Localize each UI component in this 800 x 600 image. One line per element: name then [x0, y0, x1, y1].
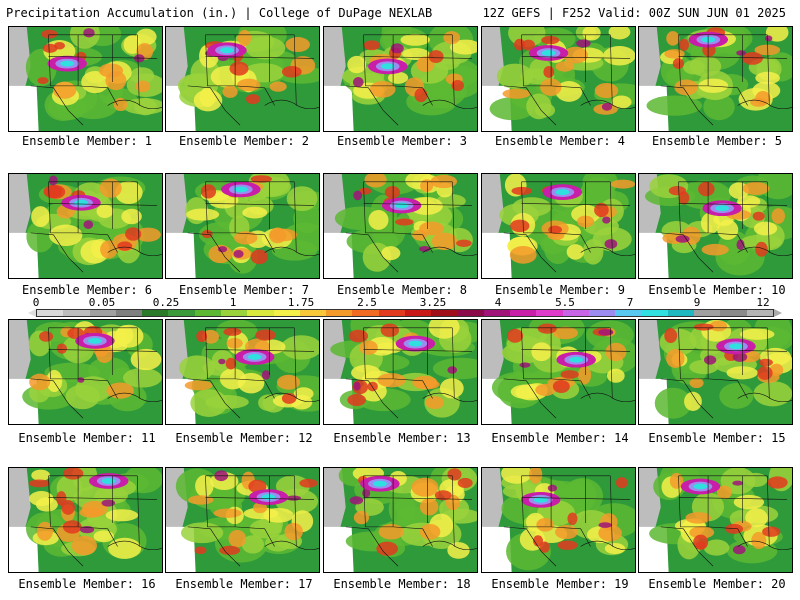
- colorbar-swatch: [89, 310, 116, 316]
- ensemble-map-17: [165, 467, 320, 573]
- colorbar-swatch: [220, 310, 248, 316]
- colorbar-swatch: [615, 310, 642, 316]
- colorbar-swatch: [588, 310, 616, 316]
- colorbar-swatch: [115, 310, 143, 316]
- ensemble-member-label: Ensemble Member: 1: [21, 134, 153, 148]
- ensemble-member-label: Ensemble Member: 12: [175, 431, 313, 445]
- ensemble-member-label: Ensemble Member: 8: [336, 283, 468, 297]
- ensemble-map-15: [638, 319, 793, 425]
- ensemble-member-label: Ensemble Member: 7: [178, 283, 310, 297]
- run-valid-time: 12Z GEFS | F252 Valid: 00Z SUN JUN 01 20…: [482, 6, 786, 20]
- ensemble-member-label: Ensemble Member: 4: [494, 134, 626, 148]
- chart-title: Precipitation Accumulation (in.) | Colle…: [6, 6, 433, 20]
- ensemble-member-label: Ensemble Member: 3: [336, 134, 468, 148]
- ensemble-member-label: Ensemble Member: 6: [21, 283, 153, 297]
- ensemble-map-9: [481, 173, 636, 279]
- colorbar-left-arrow: [28, 309, 36, 317]
- colorbar-swatch: [63, 310, 90, 316]
- colorbar-swatch: [168, 310, 195, 316]
- colorbar-swatch: [247, 310, 274, 316]
- ensemble-map-7: [165, 173, 320, 279]
- colorbar-swatch: [483, 310, 511, 316]
- ensemble-map-8: [323, 173, 478, 279]
- colorbar-swatch: [326, 310, 353, 316]
- ensemble-map-20: [638, 467, 793, 573]
- colorbar-swatch: [562, 310, 589, 316]
- ensemble-member-label: Ensemble Member: 14: [491, 431, 629, 445]
- colorbar-tick-label: 12: [756, 296, 770, 309]
- ensemble-map-19: [481, 467, 636, 573]
- colorbar-swatch: [667, 310, 695, 316]
- ensemble-map-11: [8, 319, 163, 425]
- ensemble-map-12: [165, 319, 320, 425]
- ensemble-map-3: [323, 26, 478, 132]
- colorbar-tick-label: 9: [693, 296, 701, 309]
- colorbar-tick-label: 0: [32, 296, 40, 309]
- ensemble-map-6: [8, 173, 163, 279]
- colorbar-swatch: [194, 310, 221, 316]
- colorbar-tick-label: 1.75: [287, 296, 315, 309]
- colorbar-right-arrow: [774, 309, 782, 317]
- ensemble-member-label: Ensemble Member: 17: [175, 577, 313, 591]
- colorbar-tick-label: 4: [494, 296, 502, 309]
- ensemble-member-label: Ensemble Member: 11: [18, 431, 156, 445]
- colorbar: [36, 309, 774, 317]
- ensemble-map-4: [481, 26, 636, 132]
- colorbar-tick-label: 1: [229, 296, 237, 309]
- ensemble-map-2: [165, 26, 320, 132]
- colorbar-swatch: [510, 310, 537, 316]
- colorbar-swatch: [431, 310, 458, 316]
- ensemble-member-label: Ensemble Member: 5: [651, 134, 783, 148]
- colorbar-swatch: [694, 310, 721, 316]
- colorbar-swatch: [378, 310, 405, 316]
- colorbar-tick-label: 2.5: [357, 296, 377, 309]
- ensemble-map-14: [481, 319, 636, 425]
- colorbar-swatch: [352, 310, 379, 316]
- ensemble-map-16: [8, 467, 163, 573]
- colorbar-swatch: [536, 310, 563, 316]
- colorbar-swatch: [273, 310, 300, 316]
- ensemble-member-label: Ensemble Member: 2: [178, 134, 310, 148]
- ensemble-member-label: Ensemble Member: 18: [333, 577, 471, 591]
- colorbar-swatch: [746, 310, 773, 316]
- colorbar-swatch: [37, 310, 64, 316]
- ensemble-member-label: Ensemble Member: 20: [648, 577, 786, 591]
- colorbar-tick-label: 0.05: [88, 296, 116, 309]
- colorbar-swatch: [404, 310, 432, 316]
- colorbar-swatch: [299, 310, 327, 316]
- ensemble-map-1: [8, 26, 163, 132]
- ensemble-member-label: Ensemble Member: 15: [648, 431, 786, 445]
- ensemble-map-10: [638, 173, 793, 279]
- colorbar-swatch: [720, 310, 747, 316]
- colorbar-swatch: [641, 310, 668, 316]
- ensemble-map-13: [323, 319, 478, 425]
- ensemble-map-18: [323, 467, 478, 573]
- colorbar-tick-label: 3.25: [419, 296, 447, 309]
- colorbar-swatch: [457, 310, 484, 316]
- ensemble-member-label: Ensemble Member: 16: [18, 577, 156, 591]
- colorbar-tick-label: 0.25: [152, 296, 180, 309]
- colorbar-tick-label: 7: [626, 296, 634, 309]
- colorbar-swatch: [142, 310, 169, 316]
- ensemble-member-label: Ensemble Member: 19: [491, 577, 629, 591]
- ensemble-member-label: Ensemble Member: 9: [494, 283, 626, 297]
- ensemble-member-label: Ensemble Member: 13: [333, 431, 471, 445]
- ensemble-map-5: [638, 26, 793, 132]
- colorbar-tick-label: 5.5: [555, 296, 575, 309]
- ensemble-member-label: Ensemble Member: 10: [648, 283, 786, 297]
